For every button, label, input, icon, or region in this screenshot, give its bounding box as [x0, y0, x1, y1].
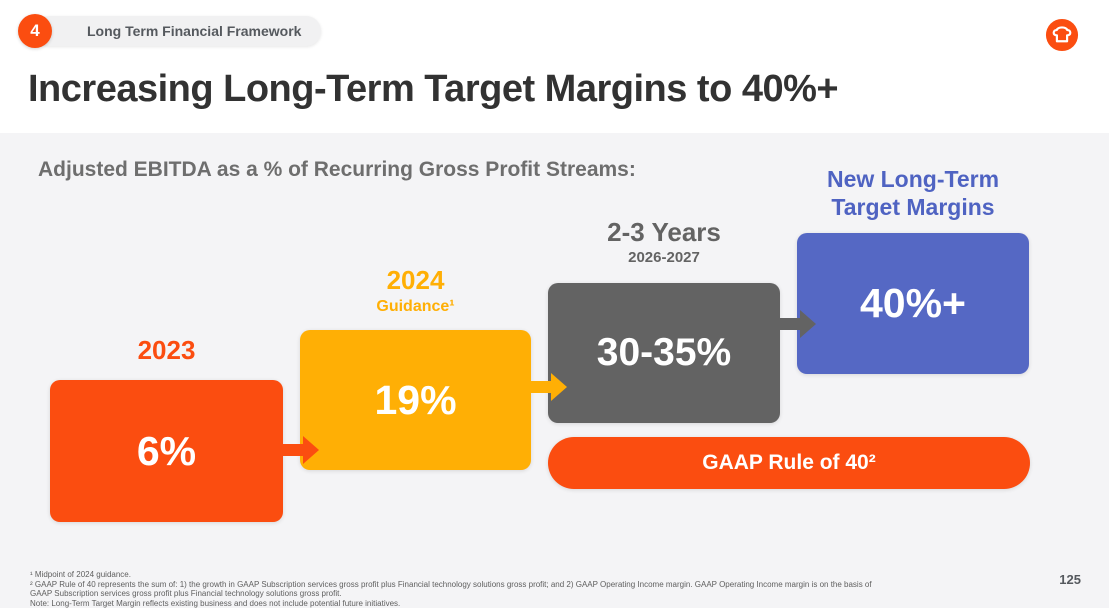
slide-header: Long Term Financial Framework 4 Increasi… — [0, 0, 1109, 133]
footnote-note: Note: Long-Term Target Margin reflects e… — [30, 598, 401, 608]
stage-label-line2: Guidance¹ — [376, 297, 455, 315]
arrow-tail — [281, 444, 303, 456]
stage-label-2024-guidance: 2024 Guidance¹ — [300, 266, 531, 315]
page-number: 125 — [1059, 572, 1081, 587]
stage-label-2-3-years: 2-3 Years 2026-2027 — [548, 218, 780, 266]
footnotes: ¹ Midpoint of 2024 guidance. ² GAAP Rule… — [30, 570, 875, 608]
arrow-right-icon — [281, 436, 319, 464]
arrow-head — [303, 436, 319, 464]
value-2024: 19% — [374, 376, 457, 423]
chart-subtitle: Adjusted EBITDA as a % of Recurring Gros… — [38, 158, 636, 181]
toast-logo-icon — [1045, 18, 1079, 52]
stage-label-2023: 2023 — [50, 336, 283, 365]
value-box-long-term-target: 40%+ — [797, 233, 1029, 374]
stage-label-new-long-term: New Long-Term Target Margins — [790, 166, 1036, 221]
stage-label-line2: 2026-2027 — [628, 248, 700, 266]
arrow-tail — [529, 381, 551, 393]
section-badge-label: Long Term Financial Framework — [35, 16, 322, 46]
arrow-right-icon — [529, 373, 567, 401]
stage-label-line1: 2023 — [137, 335, 196, 365]
arrow-right-icon — [778, 310, 816, 338]
stage-label-line1: 2-3 Years — [607, 217, 721, 247]
arrow-head — [551, 373, 567, 401]
value-2-3-years: 30-35% — [596, 331, 732, 374]
footnote-1: ¹ Midpoint of 2024 guidance. — [30, 570, 131, 579]
stage-label-line1: New Long-Term — [826, 166, 1000, 192]
stage-label-line1: 2024 — [386, 265, 445, 295]
value-long-term-target: 40%+ — [859, 280, 966, 326]
arrow-head — [800, 310, 816, 338]
value-box-2023: 6% — [50, 380, 283, 522]
section-number-badge: 4 — [18, 14, 52, 48]
page-title: Increasing Long-Term Target Margins to 4… — [28, 68, 839, 110]
value-box-2-3-years: 30-35% — [548, 283, 780, 423]
value-box-2024: 19% — [300, 330, 531, 470]
value-2023: 6% — [136, 427, 197, 474]
gaap-rule-of-40-pill: GAAP Rule of 40² — [548, 437, 1030, 489]
footnote-2: ² GAAP Rule of 40 represents the sum of:… — [30, 579, 872, 599]
stage-label-line2: Target Margins — [831, 193, 995, 220]
arrow-tail — [778, 318, 800, 330]
